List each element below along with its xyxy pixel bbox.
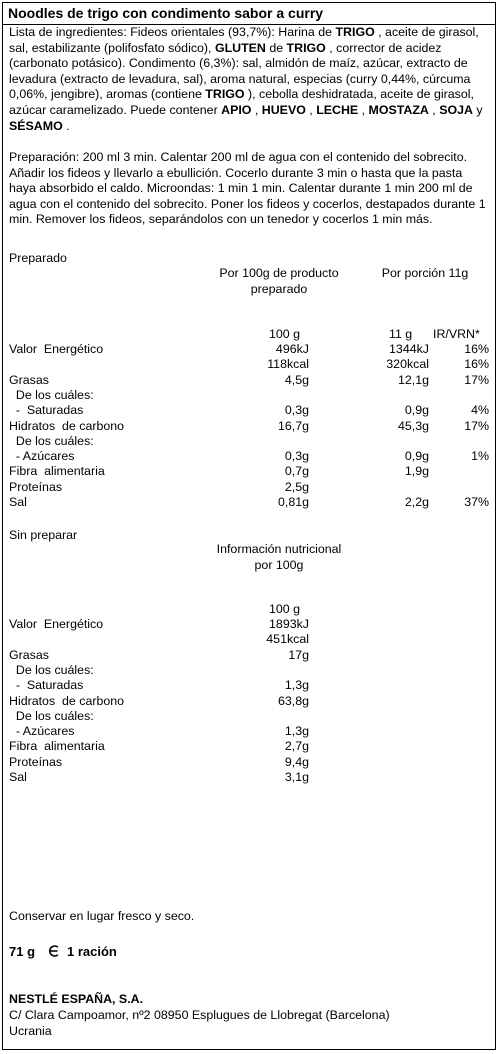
estimated-sign-icon <box>49 945 59 957</box>
title-divider <box>3 24 495 25</box>
value-per-portion: 1,9g <box>404 464 429 479</box>
prepared-unit2: 11 g <box>389 327 413 341</box>
value-per-100g: 1,3g <box>284 724 309 739</box>
value-per-100g: 2,7g <box>284 739 309 754</box>
value-per-100g: 0,81g <box>277 495 309 509</box>
value-per-portion: 12,1g <box>397 372 429 387</box>
nutrient-name: Hidratos de carbono <box>9 418 125 433</box>
value-per-portion: 0,9g <box>404 403 429 418</box>
allergen: TRIGO <box>335 25 375 39</box>
unprepared-col-header: Información nutricional por 100g <box>216 542 342 572</box>
allergen: TRIGO <box>205 87 245 102</box>
nutrient-name: - Saturadas <box>9 403 84 418</box>
value-per-100g: 1893kJ <box>269 617 309 631</box>
product-title: Noodles de trigo con condimento sabor a … <box>8 5 324 21</box>
prepared-col1-header: Por 100g de producto preparado <box>219 266 339 296</box>
allergen: APIO <box>221 102 252 117</box>
storage-instructions: Conservar en lugar fresco y seco. <box>9 909 195 923</box>
unprepared-label: Sin preparar <box>9 528 78 542</box>
nutrient-name: Sal <box>9 770 27 784</box>
portion-count: 1 ración <box>67 944 117 959</box>
nutrient-name: Fibra alimentaria <box>9 464 105 479</box>
allergen: SÉSAMO <box>9 118 63 133</box>
reference-intake: 16% <box>464 342 489 356</box>
value-per-portion: 320kcal <box>386 357 429 372</box>
nutrient-name: Grasas <box>9 372 49 387</box>
nutrient-name: Valor Energético <box>9 617 104 631</box>
nutrient-name: De los cuáles: <box>9 708 94 723</box>
nutrient-name: Proteínas <box>9 754 63 769</box>
value-per-100g: 496kJ <box>275 342 309 356</box>
value-per-100g: 0,7g <box>284 464 309 479</box>
value-per-portion: 45,3g <box>397 418 429 433</box>
value-per-100g: 1,3g <box>284 678 309 693</box>
value-per-100g: 63,8g <box>277 693 309 708</box>
value-per-100g: 4,5g <box>284 372 309 387</box>
net-weight-value: 71 g <box>9 944 36 959</box>
prepared-label: Preparado <box>9 251 67 265</box>
nutrient-name: Valor Energético <box>9 342 104 356</box>
value-per-portion: 2,2g <box>404 495 429 509</box>
nutrient-name: Grasas <box>9 647 49 662</box>
value-per-100g: 9,4g <box>284 754 309 769</box>
company-name: NESTLÉ ESPAÑA, S.A. <box>9 992 144 1006</box>
nutrient-name: - Azúcares <box>9 449 75 464</box>
net-weight: 71 g <box>9 944 35 960</box>
nutrient-name: De los cuáles: <box>9 662 94 677</box>
reference-intake: 4% <box>471 403 489 418</box>
allergen: TRIGO <box>286 40 326 55</box>
nutrient-name: De los cuáles: <box>9 433 94 448</box>
allergen: GLUTEN <box>214 40 266 55</box>
company-address: C/ Clara Campoamor, nº2 08950 Esplugues … <box>9 1008 390 1022</box>
value-per-100g: 0,3g <box>284 449 309 464</box>
allergen: MOSTAZA <box>368 102 429 117</box>
value-per-portion: 1344kJ <box>389 342 429 356</box>
value-per-100g: 451kcal <box>266 632 309 647</box>
allergen: HUEVO <box>261 102 306 117</box>
unprepared-unit: 100 g <box>269 602 301 616</box>
reference-intake: 16% <box>464 357 489 372</box>
nutrient-name: - Azúcares <box>9 724 75 739</box>
value-per-portion: 0,9g <box>404 449 429 464</box>
prepared-unit3: IR/VRN* <box>433 327 480 341</box>
nutrient-name: Hidratos de carbono <box>9 693 125 708</box>
nutrient-name: - Saturadas <box>9 678 84 693</box>
nutrient-name: Proteínas <box>9 479 63 494</box>
nutrient-name: De los cuáles: <box>9 387 94 402</box>
ingredients-list: Lista de ingredientes: Fideos orientales… <box>9 25 483 133</box>
nutrient-name: Sal <box>9 495 27 509</box>
nutrient-name: Fibra alimentaria <box>9 739 105 754</box>
value-per-100g: 2,5g <box>284 479 309 494</box>
value-per-100g: 118kcal <box>267 357 309 372</box>
value-per-100g: 16,7g <box>277 418 309 433</box>
allergen: SOJA <box>439 102 473 117</box>
reference-intake: 37% <box>464 495 489 509</box>
preparation-instructions: Preparación: 200 ml 3 min. Calentar 200 … <box>9 150 486 227</box>
prepared-unit1: 100 g <box>269 327 301 341</box>
reference-intake: 17% <box>464 372 489 387</box>
prepared-col2-header: Por porción 11g <box>381 266 469 280</box>
reference-intake: 1% <box>471 449 489 464</box>
value-per-100g: 0,3g <box>284 403 309 418</box>
value-per-100g: 3,1g <box>284 770 309 784</box>
allergen: LECHE <box>316 102 359 117</box>
reference-intake: 17% <box>464 418 489 433</box>
value-per-100g: 17g <box>288 647 309 662</box>
country-of-origin: Ucrania <box>9 1024 52 1038</box>
